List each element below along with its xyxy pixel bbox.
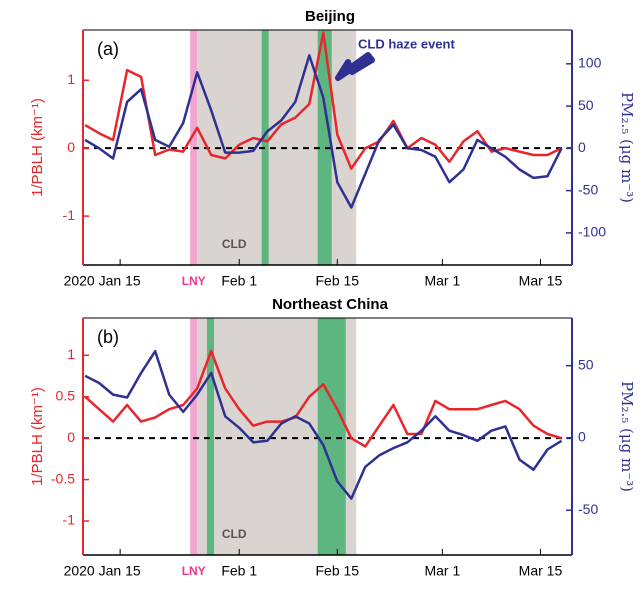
span-label: LNY bbox=[182, 274, 206, 288]
shaded-period bbox=[317, 318, 346, 555]
data-line bbox=[84, 349, 562, 448]
x-tick-label: Mar 15 bbox=[519, 273, 563, 289]
y-tick-label: 0 bbox=[67, 429, 75, 445]
y-tick-label: 1 bbox=[67, 346, 75, 362]
x-tick-label: Mar 1 bbox=[424, 563, 460, 579]
y-tick-label: 0 bbox=[67, 139, 75, 155]
shaded-period bbox=[207, 318, 215, 555]
y-tick-label: 0.5 bbox=[56, 387, 76, 403]
y2-tick-label: -100 bbox=[578, 224, 606, 240]
span-label: LNY bbox=[182, 564, 206, 578]
chart-title: Beijing bbox=[305, 8, 355, 25]
shaded-period bbox=[261, 30, 269, 265]
x-tick-label: Feb 1 bbox=[221, 273, 257, 289]
y-tick-label: -1 bbox=[63, 207, 76, 223]
y2-axis-label: PM₂.₅ (μg m⁻³) bbox=[618, 92, 636, 203]
arrow bbox=[335, 52, 375, 81]
y2-tick-label: 100 bbox=[578, 55, 602, 71]
y-tick-label: 1 bbox=[67, 71, 75, 87]
y2-tick-label: 0 bbox=[578, 139, 586, 155]
x-tick-label: Feb 15 bbox=[316, 563, 360, 579]
y2-tick-label: -50 bbox=[578, 181, 598, 197]
y2-axis-label: PM₂.₅ (μg m⁻³) bbox=[618, 381, 636, 492]
x-tick-label: 2020 Jan 15 bbox=[64, 273, 141, 289]
x-tick-label: 2020 Jan 15 bbox=[64, 563, 141, 579]
y-tick-label: -0.5 bbox=[51, 470, 75, 486]
annotation: CLD haze event bbox=[358, 36, 455, 51]
y2-tick-label: -50 bbox=[578, 501, 598, 517]
x-tick-label: Mar 15 bbox=[519, 563, 563, 579]
data-line bbox=[84, 349, 563, 500]
y2-tick-label: 50 bbox=[578, 356, 594, 372]
y-axis-label: 1/PBLH (km⁻¹) bbox=[29, 98, 46, 197]
data-line bbox=[84, 31, 563, 170]
y-tick-label: -1 bbox=[63, 512, 76, 528]
x-tick-label: Feb 1 bbox=[221, 563, 257, 579]
panel-label: (a) bbox=[97, 39, 119, 59]
y-axis-label: 1/PBLH (km⁻¹) bbox=[29, 387, 46, 486]
y2-tick-label: 0 bbox=[578, 429, 586, 445]
x-tick-label: Mar 1 bbox=[424, 273, 460, 289]
chart-title: Northeast China bbox=[272, 296, 389, 313]
x-tick-label: Feb 15 bbox=[316, 273, 360, 289]
y2-tick-label: 50 bbox=[578, 97, 594, 113]
shaded-period bbox=[190, 318, 198, 555]
panel-label: (b) bbox=[97, 327, 119, 347]
data-line bbox=[84, 54, 563, 209]
span-label: CLD bbox=[222, 237, 247, 251]
span-label: CLD bbox=[222, 527, 247, 541]
